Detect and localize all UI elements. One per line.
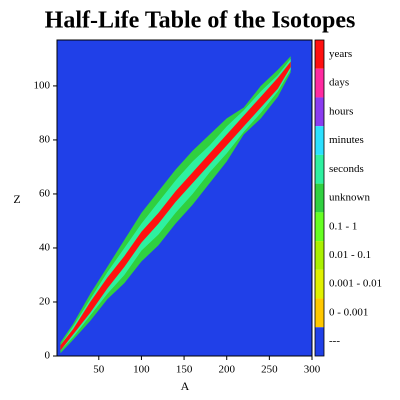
legend-swatch	[315, 154, 324, 184]
legend-label: days	[329, 77, 349, 89]
legend-label: seconds	[329, 163, 364, 175]
legend-swatch	[315, 241, 324, 270]
legend-label: 0 - 0.001	[329, 306, 368, 318]
legend-swatch	[315, 68, 324, 98]
x-tick-label: 250	[261, 364, 278, 376]
x-tick-label: 50	[93, 364, 105, 376]
legend-swatch	[315, 327, 324, 356]
y-tick-label: 80	[39, 133, 51, 145]
y-tick-label: 100	[34, 79, 51, 91]
x-tick-label: 100	[133, 364, 150, 376]
legend-label: unknown	[329, 192, 370, 204]
chart-title: Half-Life Table of the Isotopes	[45, 8, 356, 34]
legend-label: ---	[329, 335, 340, 347]
x-tick-label: 300	[304, 364, 321, 376]
legend-label: hours	[329, 105, 353, 117]
half-life-band	[60, 61, 291, 351]
legend-label: years	[329, 48, 352, 60]
legend-swatch	[315, 269, 324, 299]
x-tick-label: 200	[218, 364, 235, 376]
legend-swatch	[315, 126, 324, 155]
colorbar-frame	[314, 39, 325, 357]
legend-swatch	[315, 183, 324, 213]
y-tick-label: 20	[39, 296, 51, 308]
legend-swatch	[315, 212, 324, 242]
y-tick-label: 0	[45, 350, 51, 362]
legend-label: 0.001 - 0.01	[329, 278, 382, 290]
y-axis-label: Z	[13, 192, 20, 206]
legend-label: minutes	[329, 134, 364, 146]
y-tick-label: 40	[39, 241, 51, 253]
legend-label: 0.1 - 1	[329, 220, 357, 232]
x-axis-label: A	[181, 379, 190, 393]
legend-label: 0.01 - 0.1	[329, 249, 371, 261]
legend-swatch	[315, 40, 324, 69]
x-tick-label: 150	[176, 364, 193, 376]
y-tick-label: 60	[39, 187, 51, 199]
legend-swatch	[315, 298, 324, 328]
legend-swatch	[315, 97, 324, 127]
